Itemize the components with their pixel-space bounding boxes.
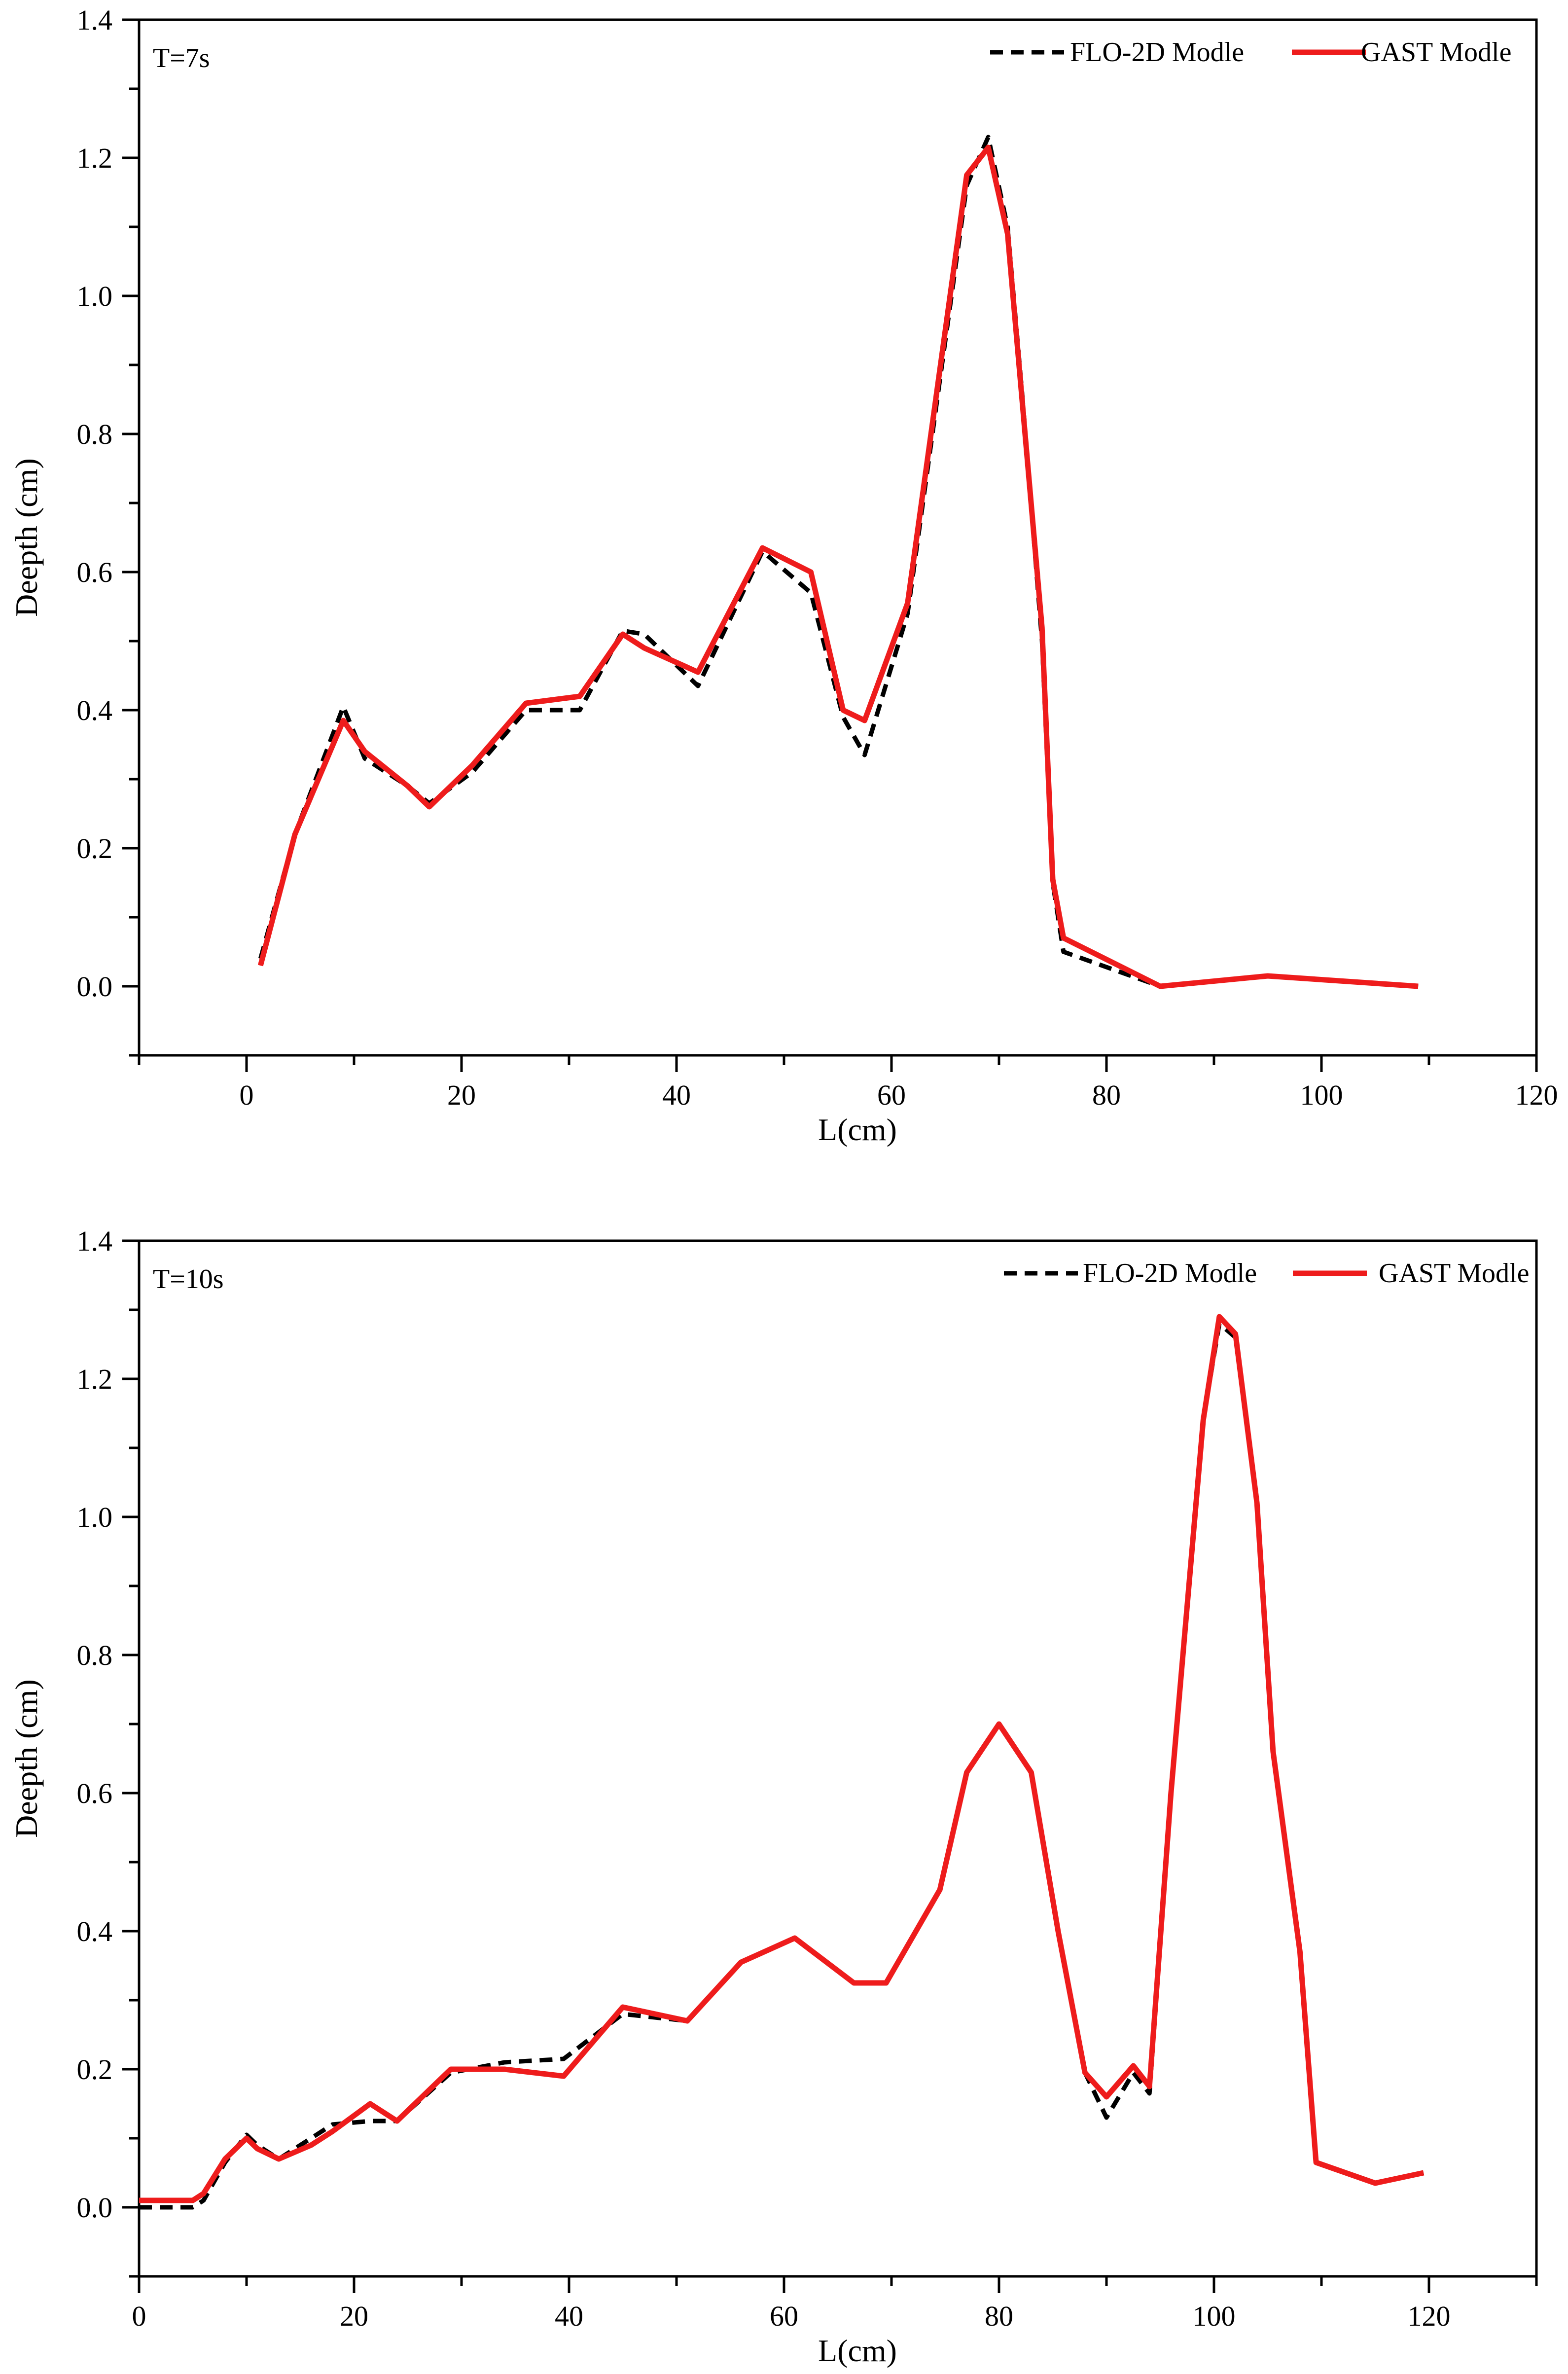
y-axis-title: Deepth (cm) bbox=[9, 458, 44, 617]
x-axis-title: L(cm) bbox=[818, 1112, 897, 1147]
x-tick-label: 100 bbox=[1300, 1079, 1343, 1111]
y-tick-label: 0.8 bbox=[77, 418, 113, 450]
x-tick-label: 20 bbox=[447, 1079, 476, 1111]
y-tick-label: 0.6 bbox=[77, 556, 113, 588]
y-tick-label: 0.4 bbox=[77, 1915, 113, 1947]
y-tick-label: 0.6 bbox=[77, 1777, 113, 1809]
legend-label-gast: GAST Modle bbox=[1361, 37, 1511, 68]
time-annotation: T=7s bbox=[153, 43, 210, 73]
x-tick-label: 120 bbox=[1515, 1079, 1558, 1111]
x-tick-label: 60 bbox=[770, 2300, 798, 2332]
y-tick-label: 0.2 bbox=[77, 2053, 113, 2086]
x-tick-label: 80 bbox=[1092, 1079, 1121, 1111]
series-line-gast bbox=[139, 1314, 1425, 2203]
plot-frame bbox=[138, 1239, 1538, 2278]
y-tick-label: 0.2 bbox=[77, 832, 113, 864]
y-tick-label: 1.0 bbox=[77, 280, 113, 312]
time-annotation: T=10s bbox=[153, 1264, 224, 1295]
legend-label-gast: GAST Modle bbox=[1379, 1258, 1529, 1289]
series-line-gast bbox=[257, 144, 1419, 989]
legend-label-flo2d: FLO-2D Modle bbox=[1070, 37, 1244, 68]
y-tick-label: 1.0 bbox=[77, 1501, 113, 1533]
x-axis-title: L(cm) bbox=[818, 2333, 897, 2368]
chart-t10s: 0.0 0.2 0.4 0.6 0.8 1.0 1.2 1.4 0 20 40 60 80 100 120 L… bbox=[9, 1225, 1538, 2368]
y-tick-label: 1.4 bbox=[77, 4, 113, 36]
y-axis-title: Deepth (cm) bbox=[9, 1679, 44, 1838]
x-tick-label: 40 bbox=[662, 1079, 691, 1111]
y-tick-label: 1.2 bbox=[77, 1363, 113, 1395]
y-tick-label: 0.0 bbox=[77, 2192, 113, 2224]
y-tick-label: 0.0 bbox=[77, 971, 113, 1003]
x-tick-label: 20 bbox=[340, 2300, 368, 2332]
y-tick-label: 0.8 bbox=[77, 1639, 113, 1671]
x-tick-label: 0 bbox=[132, 2300, 146, 2332]
y-tick-label: 1.4 bbox=[77, 1225, 113, 1257]
x-tick-label: 40 bbox=[555, 2300, 583, 2332]
y-tick-label: 1.2 bbox=[77, 142, 113, 174]
x-tick-label: 80 bbox=[985, 2300, 1013, 2332]
chart-t7s: 0.0 0.2 0.4 0.6 0.8 1.0 1.2 1.4 0 20 40 60 80 100 120 L… bbox=[9, 4, 1558, 1147]
x-tick-label: 120 bbox=[1408, 2300, 1451, 2332]
x-tick-label: 0 bbox=[240, 1079, 254, 1111]
x-tick-label: 100 bbox=[1193, 2300, 1236, 2332]
legend-label-flo2d: FLO-2D Modle bbox=[1083, 1258, 1257, 1289]
plot-frame bbox=[138, 18, 1538, 1057]
y-tick-label: 0.4 bbox=[77, 694, 113, 726]
x-tick-label: 60 bbox=[877, 1079, 906, 1111]
